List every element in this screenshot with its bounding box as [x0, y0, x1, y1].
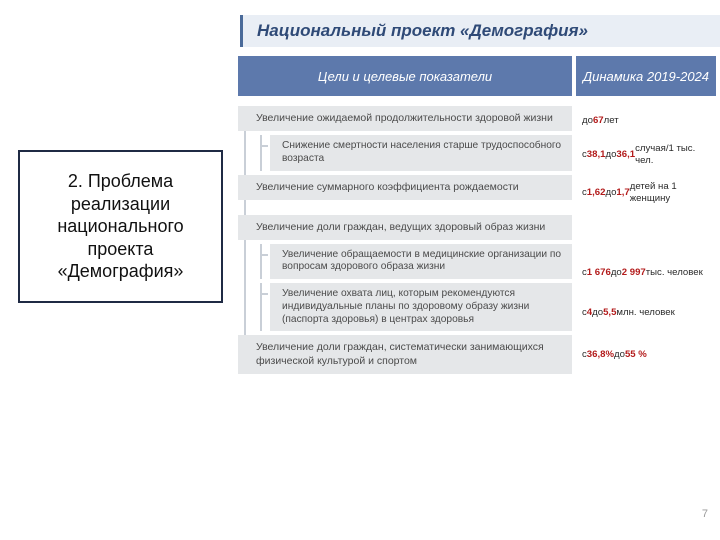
goal-cell: Увеличение доли граждан, систематически …	[238, 335, 572, 373]
dynamics-cell: до 67 лет	[576, 106, 716, 136]
sub-dynamics-cell: с 4 до 5,5 млн. человек	[576, 295, 716, 331]
dynamics-column: с 1,62 до 1,7 детей на 1 женщину	[576, 175, 716, 211]
sub-row: Снижение смертности населения старше тру…	[260, 135, 572, 171]
goal-column: Увеличение ожидаемой продолжительности з…	[238, 106, 572, 171]
sidebar-box: 2. Проблема реализации национального про…	[18, 150, 223, 303]
title-bar: Национальный проект «Демография»	[240, 15, 720, 47]
sub-goal-cell: Увеличение охвата лиц, которым рекоменду…	[270, 283, 572, 331]
th-goals: Цели и целевые показатели	[238, 56, 572, 96]
table-row: Увеличение суммарного коэффициента рожда…	[238, 175, 716, 211]
sub-goal-cell: Увеличение обращаемости в медицинские ор…	[270, 244, 572, 280]
goal-column: Увеличение доли граждан, ведущих здоровы…	[238, 215, 572, 332]
sub-row: Увеличение обращаемости в медицинские ор…	[260, 244, 572, 280]
page-number: 7	[702, 508, 708, 520]
dynamics-column: с 1 676 до 2 997 тыс. человек с 4 до 5,5 …	[576, 215, 716, 332]
table-row: Увеличение доли граждан, ведущих здоровы…	[238, 215, 716, 332]
sub-dynamics-cell: с 38,1 до 36,1 случая/1 тыс. чел.	[576, 140, 716, 170]
dynamics-cell	[576, 215, 716, 251]
sub-goal-cell: Снижение смертности населения старше тру…	[270, 135, 572, 171]
th-dynamics: Динамика 2019-2024	[576, 56, 716, 96]
goal-cell: Увеличение ожидаемой продолжительности з…	[238, 106, 572, 131]
table-header: Цели и целевые показатели Динамика 2019-…	[238, 56, 716, 96]
sub-row: Увеличение охвата лиц, которым рекоменду…	[260, 283, 572, 331]
dynamics-cell: с 36,8% до 55 %	[576, 335, 716, 373]
goal-column: Увеличение суммарного коэффициента рожда…	[238, 175, 572, 211]
dynamics-column: с 36,8% до 55 %	[576, 335, 716, 373]
goal-cell: Увеличение доли граждан, ведущих здоровы…	[238, 215, 572, 240]
goal-column: Увеличение доли граждан, систематически …	[238, 335, 572, 373]
table-row: Увеличение доли граждан, систематически …	[238, 335, 716, 373]
sidebar-text: 2. Проблема реализации национального про…	[57, 171, 183, 281]
goals-table: Цели и целевые показатели Динамика 2019-…	[238, 56, 716, 500]
dynamics-cell: с 1,62 до 1,7 детей на 1 женщину	[576, 175, 716, 211]
table-body: Увеличение ожидаемой продолжительности з…	[238, 106, 716, 374]
sub-dynamics-cell: с 1 676 до 2 997 тыс. человек	[576, 255, 716, 291]
dynamics-column: до 67 лет с 38,1 до 36,1 случая/1 тыс. че…	[576, 106, 716, 171]
goal-cell: Увеличение суммарного коэффициента рожда…	[238, 175, 572, 200]
title-text: Национальный проект «Демография»	[257, 21, 588, 40]
table-row: Увеличение ожидаемой продолжительности з…	[238, 106, 716, 171]
